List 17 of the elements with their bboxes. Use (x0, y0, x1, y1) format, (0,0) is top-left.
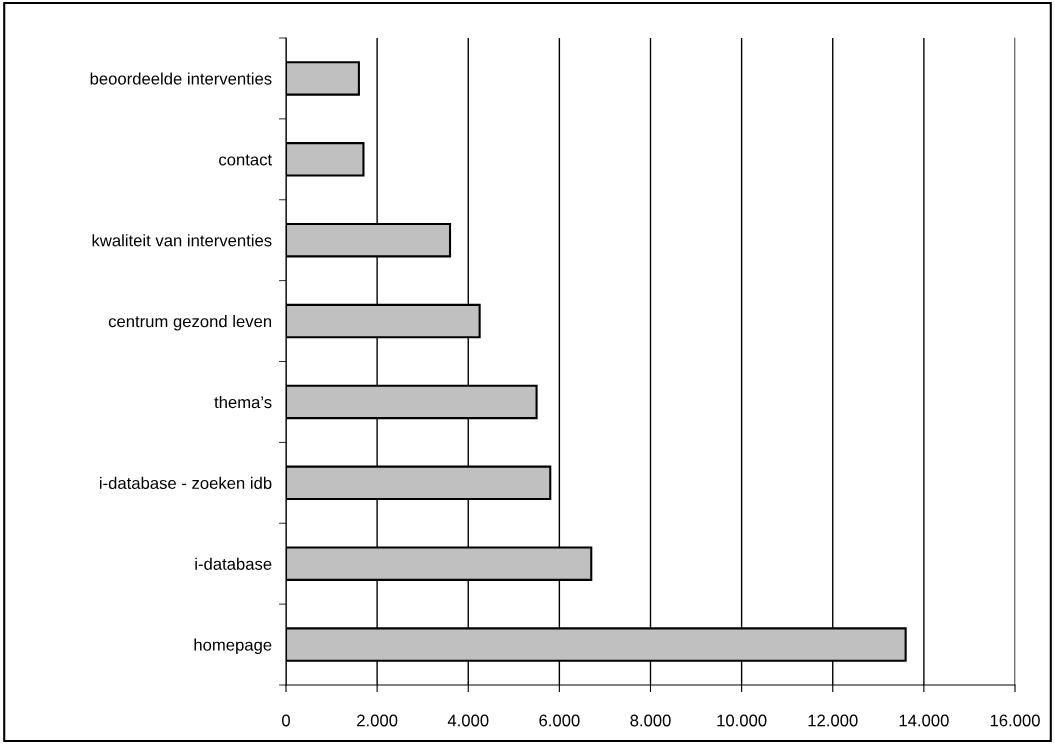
y-tick-label: contact (219, 154, 272, 166)
x-tick-label: 10.000 (717, 714, 767, 727)
x-tick-label: 14.000 (899, 714, 949, 727)
y-tick-label: centrum gezond leven (108, 315, 272, 331)
y-tick-label: i-database (195, 557, 272, 570)
x-tick-label: 16.000 (990, 714, 1040, 727)
y-tick-label: beoordeelde interventies (90, 72, 272, 85)
x-tick-label: 2.000 (357, 714, 398, 727)
x-tick-label: 8.000 (630, 714, 671, 727)
y-tick-label: i-database - zoeken idb (99, 476, 272, 490)
x-tick-label: 0 (282, 714, 290, 727)
y-tick-label: thema’s (214, 395, 272, 409)
x-tick-label: 12.000 (808, 714, 858, 727)
x-tick-label: 6.000 (539, 714, 580, 727)
y-tick-label: homepage (194, 638, 272, 655)
x-tick-label: 4.000 (447, 714, 489, 727)
y-tick-label: kwaliteit van interventies (92, 234, 272, 247)
